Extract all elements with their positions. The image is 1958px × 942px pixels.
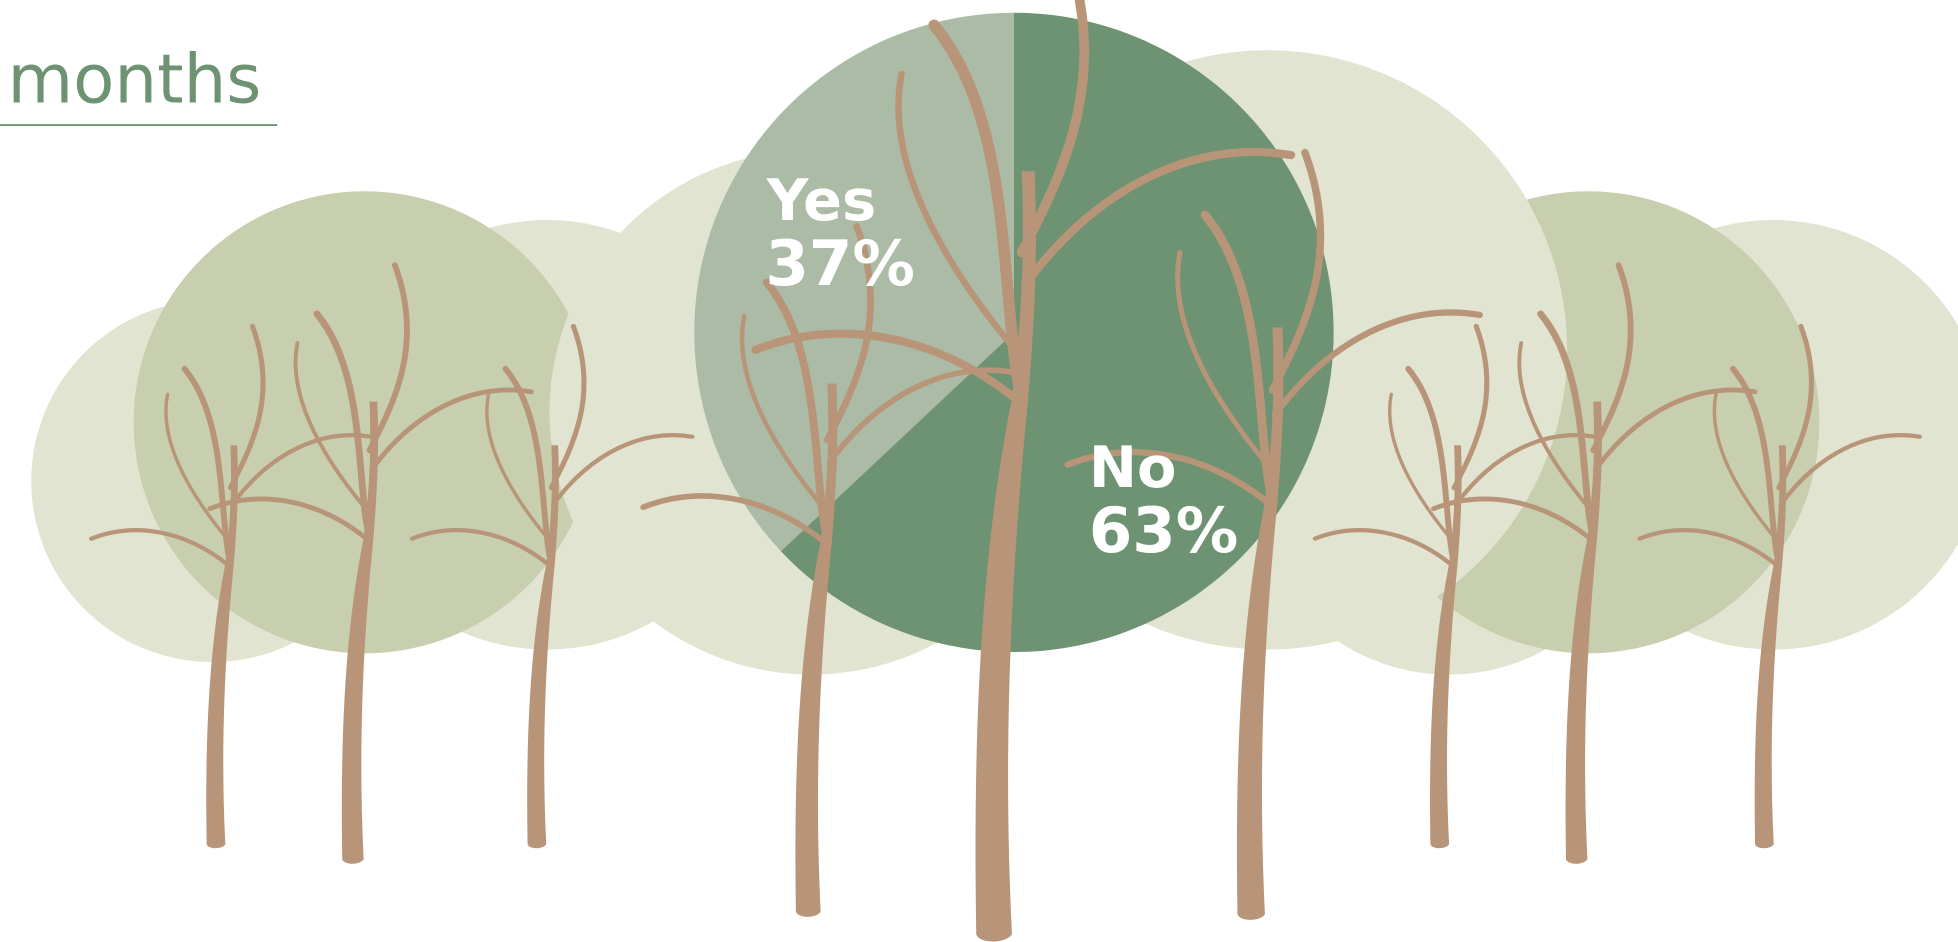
slice-category: No	[1089, 434, 1177, 501]
slice-value-label: 63%	[1089, 494, 1238, 567]
chart-title: months	[7, 40, 261, 119]
slice-category: Yes	[766, 167, 876, 234]
pie-slice	[780, 12, 1334, 653]
slice-value-label: 37%	[765, 227, 914, 300]
pie-slice	[694, 12, 1014, 552]
pie	[694, 12, 1334, 653]
